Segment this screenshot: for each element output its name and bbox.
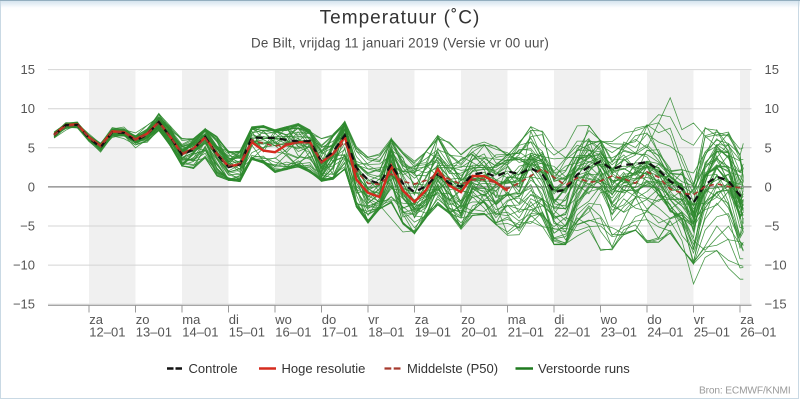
svg-text:−15: −15 [13, 297, 35, 312]
svg-text:−15: −15 [765, 297, 787, 312]
svg-text:di: di [554, 312, 564, 327]
svg-text:−10: −10 [765, 258, 787, 273]
svg-text:21–01: 21–01 [508, 324, 544, 339]
svg-text:18–01: 18–01 [368, 324, 404, 339]
svg-text:ma: ma [508, 312, 527, 327]
svg-text:Temperatuur (˚C): Temperatuur (˚C) [320, 8, 481, 29]
svg-text:vr: vr [368, 312, 380, 327]
svg-text:vr: vr [694, 312, 706, 327]
svg-text:23–01: 23–01 [601, 324, 637, 339]
svg-text:do: do [322, 312, 336, 327]
svg-text:24–01: 24–01 [647, 324, 683, 339]
svg-text:15–01: 15–01 [229, 324, 265, 339]
svg-text:zo: zo [461, 312, 475, 327]
svg-text:zo: zo [136, 312, 150, 327]
svg-text:26–01: 26–01 [740, 324, 776, 339]
svg-text:10: 10 [765, 101, 779, 116]
svg-text:di: di [229, 312, 239, 327]
svg-text:za: za [415, 312, 430, 327]
svg-text:0: 0 [765, 179, 772, 194]
svg-text:22–01: 22–01 [554, 324, 590, 339]
svg-text:Verstoorde runs: Verstoorde runs [538, 361, 630, 376]
svg-text:5: 5 [765, 140, 772, 155]
svg-text:0: 0 [28, 179, 35, 194]
svg-text:10: 10 [21, 101, 35, 116]
svg-text:13–01: 13–01 [136, 324, 172, 339]
svg-text:17–01: 17–01 [322, 324, 358, 339]
svg-text:15: 15 [21, 62, 35, 77]
svg-text:wo: wo [274, 312, 292, 327]
svg-text:14–01: 14–01 [182, 324, 218, 339]
svg-text:za: za [740, 312, 755, 327]
svg-text:Bron: ECMWF/KNMI: Bron: ECMWF/KNMI [699, 385, 791, 396]
svg-text:Controle: Controle [189, 361, 238, 376]
svg-text:12–01: 12–01 [89, 324, 125, 339]
svg-text:−5: −5 [20, 219, 35, 234]
svg-text:19–01: 19–01 [415, 324, 451, 339]
svg-text:5: 5 [28, 140, 35, 155]
svg-text:−10: −10 [13, 258, 35, 273]
svg-text:15: 15 [765, 62, 779, 77]
svg-text:Middelste (P50): Middelste (P50) [407, 361, 498, 376]
svg-text:16–01: 16–01 [275, 324, 311, 339]
svg-text:za: za [89, 312, 104, 327]
svg-text:20–01: 20–01 [461, 324, 497, 339]
svg-text:25–01: 25–01 [694, 324, 730, 339]
svg-text:Hoge resolutie: Hoge resolutie [282, 361, 366, 376]
svg-text:do: do [647, 312, 661, 327]
svg-text:wo: wo [600, 312, 618, 327]
svg-text:De Bilt, vrijdag 11 januari 20: De Bilt, vrijdag 11 januari 2019 (Versie… [251, 36, 549, 51]
svg-text:−5: −5 [765, 219, 780, 234]
svg-text:ma: ma [182, 312, 201, 327]
